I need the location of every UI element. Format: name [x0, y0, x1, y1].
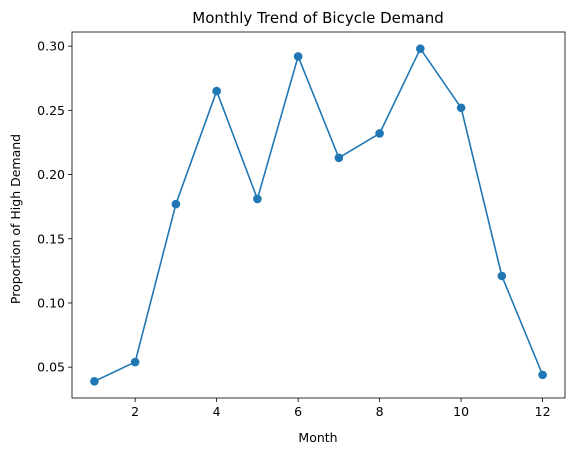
data-point: [212, 86, 221, 96]
data-point: [130, 357, 140, 367]
x-tick-label: 4: [213, 404, 221, 419]
y-tick-label: 0.30: [37, 39, 65, 54]
y-axis-ticks: 0.05 0.10 0.15 0.20 0.25 0.30: [37, 39, 72, 375]
x-tick-label: 10: [453, 404, 469, 419]
x-tick-label: 8: [376, 404, 384, 419]
y-tick-label: 0.25: [37, 103, 65, 118]
series-line: [94, 47, 544, 383]
data-point: [90, 377, 99, 386]
data-point: [253, 194, 262, 204]
x-axis-ticks: 2 4 6 8 10 12: [131, 398, 551, 419]
x-tick-label: 12: [535, 404, 551, 419]
y-tick-label: 0.20: [37, 167, 65, 182]
chart-title: Monthly Trend of Bicycle Demand: [192, 9, 443, 27]
data-point: [416, 44, 425, 53]
y-tick-label: 0.10: [37, 295, 65, 310]
data-point: [497, 271, 507, 281]
data-point: [171, 199, 181, 209]
x-axis-label: Month: [298, 430, 337, 445]
data-point: [375, 129, 384, 138]
y-axis-label: Proportion of High Demand: [8, 134, 23, 304]
plot-frame: [71, 31, 566, 399]
data-point: [538, 370, 547, 380]
y-tick-label: 0.05: [37, 360, 65, 375]
data-point: [456, 103, 466, 113]
data-point: [334, 153, 344, 163]
data-point: [293, 52, 303, 61]
y-tick-label: 0.15: [37, 231, 65, 246]
x-tick-label: 2: [131, 404, 139, 419]
x-tick-label: 6: [294, 404, 302, 419]
series-layer: [90, 44, 547, 386]
